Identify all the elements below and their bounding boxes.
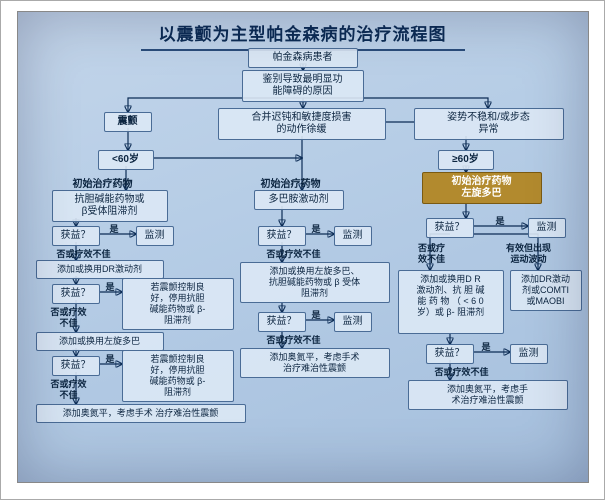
node-c2Mon1: 监测 [334, 226, 372, 246]
node-c2Step3: 添加奥氮平，考虑手术治疗难治性震颤 [240, 348, 390, 378]
node-c1Ben3: 获益？ [52, 356, 100, 376]
node-c1Tip2: 若震颤控制良好，停用抗胆碱能药物或 β-阻滞剂 [122, 278, 234, 330]
node-c2Ben1: 获益？ [258, 226, 306, 246]
node-c3No2: 否或疗效不佳 [416, 364, 508, 381]
node-c1No3: 否或疗效不佳 [34, 376, 104, 404]
node-cause: 鉴别导致最明显功能障碍的原因 [242, 70, 364, 102]
node-c1Step2: 添加或换用DR激动剂 [36, 260, 164, 279]
node-c3Ben2: 获益？ [426, 344, 474, 364]
node-c3Mon1: 监测 [528, 218, 566, 238]
edge-label: 是 [312, 308, 321, 321]
edge-label: 是 [110, 222, 119, 235]
node-col3Hdr: 初始治疗药物左旋多巴 [422, 172, 542, 204]
node-c1Step4: 添加奥氮平，考虑手术 治疗难治性震颤 [36, 404, 246, 423]
node-c1Mon1: 监测 [136, 226, 174, 246]
node-c2Ben2: 获益？ [258, 312, 306, 332]
node-brGait: 姿势不稳和/或步态异常 [414, 108, 564, 140]
node-c2Mon2: 监测 [334, 312, 372, 332]
node-c3Step3: 添加奥氮平，考虑手术治疗难治性震颤 [408, 380, 568, 410]
node-c1Ben2: 获益？ [52, 284, 100, 304]
edge-label: 是 [106, 280, 115, 293]
node-c2No1: 否或疗效不佳 [248, 246, 340, 263]
node-ageLt60: <60岁 [98, 150, 154, 170]
node-c3Eff: 有效但出现运动波动 [484, 240, 574, 268]
node-brBrady: 合并迟钝和敏捷度损害的动作徐缓 [218, 108, 386, 140]
node-c1Ben1: 获益？ [52, 226, 100, 246]
node-c3Mon2: 监测 [510, 344, 548, 364]
node-c3Step2b: 添加DR激动剂或COMTI或MAOBI [510, 270, 582, 311]
node-c2Step2: 添加或换用左旋多巴、抗胆碱能药物或 β 受体阻滞剂 [240, 262, 390, 303]
node-c3No1: 否或疗效不佳 [402, 240, 462, 268]
edge-label: 是 [482, 340, 491, 353]
node-c1Tip3: 若震颤控制良好，停用抗胆碱能药物或 β-阻滞剂 [122, 350, 234, 402]
node-col1Drug: 抗胆碱能药物或β受体阻滞剂 [52, 190, 168, 222]
node-c3Step2a: 添加或换用D R激动剂、抗 胆 碱能 药 物 （ < 6 0岁）或 β- 阻滞剂 [398, 270, 504, 334]
node-ageGe60: ≥60岁 [438, 150, 494, 170]
edge-label: 是 [312, 222, 321, 235]
node-c3Ben1: 获益？ [426, 218, 474, 238]
node-brTremor: 震颤 [104, 112, 152, 132]
page: 以震颤为主型帕金森病的治疗流程图 [0, 0, 605, 500]
edge-label: 是 [496, 214, 505, 227]
node-c1Step3: 添加或换用左旋多巴 [36, 332, 164, 351]
node-c1No2: 否或疗效不佳 [34, 304, 104, 332]
node-col2Drug: 多巴胺激动剂 [254, 190, 344, 210]
flowchart-photo: 以震颤为主型帕金森病的治疗流程图 [17, 11, 589, 483]
node-root: 帕金森病患者 [248, 48, 358, 68]
node-c2No2: 否或疗效不佳 [248, 332, 340, 349]
edge-label: 是 [106, 352, 115, 365]
